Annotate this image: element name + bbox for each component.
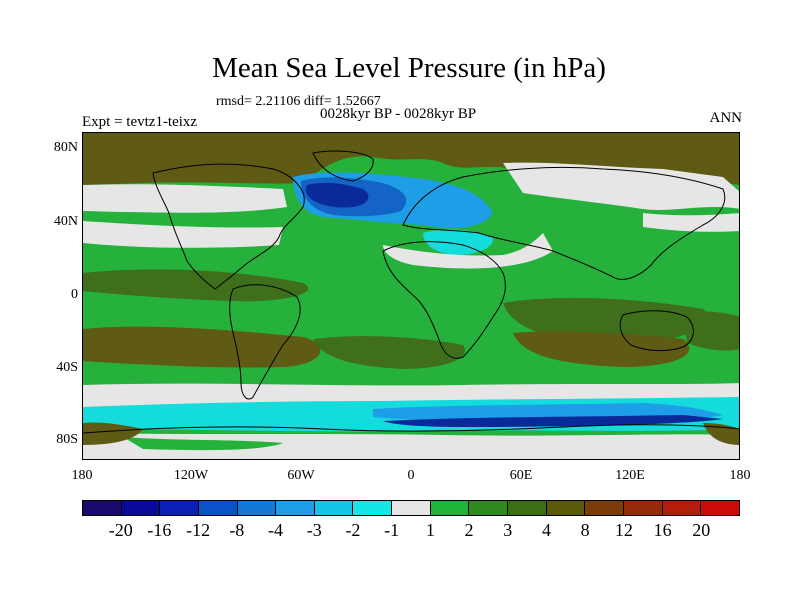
field-south-pacific-brown: [83, 326, 321, 368]
colorbar-swatch: [662, 501, 702, 515]
colorbar-label: -20: [108, 520, 133, 540]
colorbar-label: -2: [345, 520, 361, 540]
field-north-pacific-darkgreen: [83, 269, 309, 302]
north-america-coastline: [152, 163, 305, 290]
colorbar-swatch: [237, 501, 277, 515]
field-north-white-band: [83, 221, 283, 248]
lon-label-120w: 120W: [173, 468, 209, 483]
colorbar-swatch: [83, 501, 122, 515]
field-antarctic-brown-west: [83, 422, 143, 445]
field-antarctic-green: [123, 437, 283, 451]
lat-label-80n: 80N: [53, 140, 78, 155]
colorbar-label: 4: [541, 520, 551, 540]
lon-label-180w: 180: [71, 468, 93, 483]
field-antarctic-white: [83, 433, 739, 459]
lon-label-0: 0: [407, 468, 415, 483]
lat-label-80s: 80S: [56, 432, 78, 447]
south-america-coastline: [229, 284, 301, 400]
colorbar-swatch: [623, 501, 663, 515]
colorbar-label: 12: [614, 520, 633, 540]
lon-label-60w: 60W: [287, 468, 315, 483]
colorbar-swatch: [469, 501, 509, 515]
colorbar-label: 16: [653, 520, 672, 540]
field-south-atlantic-darkgreen: [313, 336, 465, 369]
colorbar-label: 8: [580, 520, 590, 540]
lon-label-180e: 180: [729, 468, 751, 483]
colorbar-label: -3: [306, 520, 322, 540]
map-canvas: [83, 133, 739, 459]
field-circumpolar-darkblue: [383, 415, 723, 427]
greenland-coastline: [312, 150, 374, 182]
colorbar-label: -12: [186, 520, 211, 540]
colorbar-swatch: [121, 501, 161, 515]
field-south-indian-brown: [513, 331, 690, 367]
experiment-label: Expt = tevtz1-teixz: [82, 114, 198, 130]
colorbar-label: 2: [464, 520, 474, 540]
field-east-asia-white: [643, 213, 739, 232]
field-arctic-brown: [83, 133, 739, 185]
colorbar-label: 1: [425, 520, 435, 540]
colorbar-label: -4: [268, 520, 284, 540]
field-atlantic-darkblue: [305, 182, 369, 208]
colorbar-swatch: [546, 501, 586, 515]
chart-title: Mean Sea Level Pressure (in hPa): [212, 52, 606, 84]
colorbar-swatch: [353, 501, 393, 515]
colorbar-label: -1: [384, 520, 400, 540]
colorbar-swatch: [276, 501, 315, 515]
field-siberia-white: [503, 162, 739, 210]
field-australia-darkgreen: [683, 311, 739, 351]
season-label: ANN: [709, 110, 743, 126]
colorbar-label: -8: [229, 520, 245, 540]
colorbar-swatch: [701, 501, 739, 515]
colorbar-label: -16: [147, 520, 172, 540]
colorbar-swatch: [198, 501, 238, 515]
colorbar-swatch: [585, 501, 624, 515]
colorbar-swatch: [392, 501, 431, 515]
colorbar-swatch: [314, 501, 354, 515]
antarctica-coastline: [83, 424, 739, 434]
coastlines: [83, 150, 739, 434]
lat-label-40s: 40S: [56, 360, 78, 375]
colorbar-label: 3: [503, 520, 513, 540]
lon-label-60e: 60E: [509, 468, 533, 483]
lat-label-40n: 40N: [53, 214, 78, 229]
colorbar-swatch: [508, 501, 547, 515]
colorbar: [82, 500, 740, 516]
field-north-pacific-white: [83, 184, 287, 213]
time-period-subtitle: 0028kyr BP - 0028kyr BP: [320, 106, 477, 122]
field-antarctic-brown-east: [703, 423, 739, 445]
australia-coastline: [619, 310, 694, 352]
eurasia-coastline: [402, 166, 726, 280]
pressure-map: [82, 132, 740, 460]
lat-label-0: 0: [71, 287, 78, 302]
field-sahara-white: [383, 233, 553, 269]
lon-label-120e: 120E: [615, 468, 645, 483]
colorbar-swatch: [160, 501, 199, 515]
colorbar-swatch: [430, 501, 470, 515]
rmsd-diff-stats: rmsd= 2.21106 diff= 1.52667: [216, 94, 381, 109]
africa-coastline: [382, 241, 506, 359]
field-mediterranean-cyan: [423, 229, 494, 255]
colorbar-label: 20: [692, 520, 711, 540]
